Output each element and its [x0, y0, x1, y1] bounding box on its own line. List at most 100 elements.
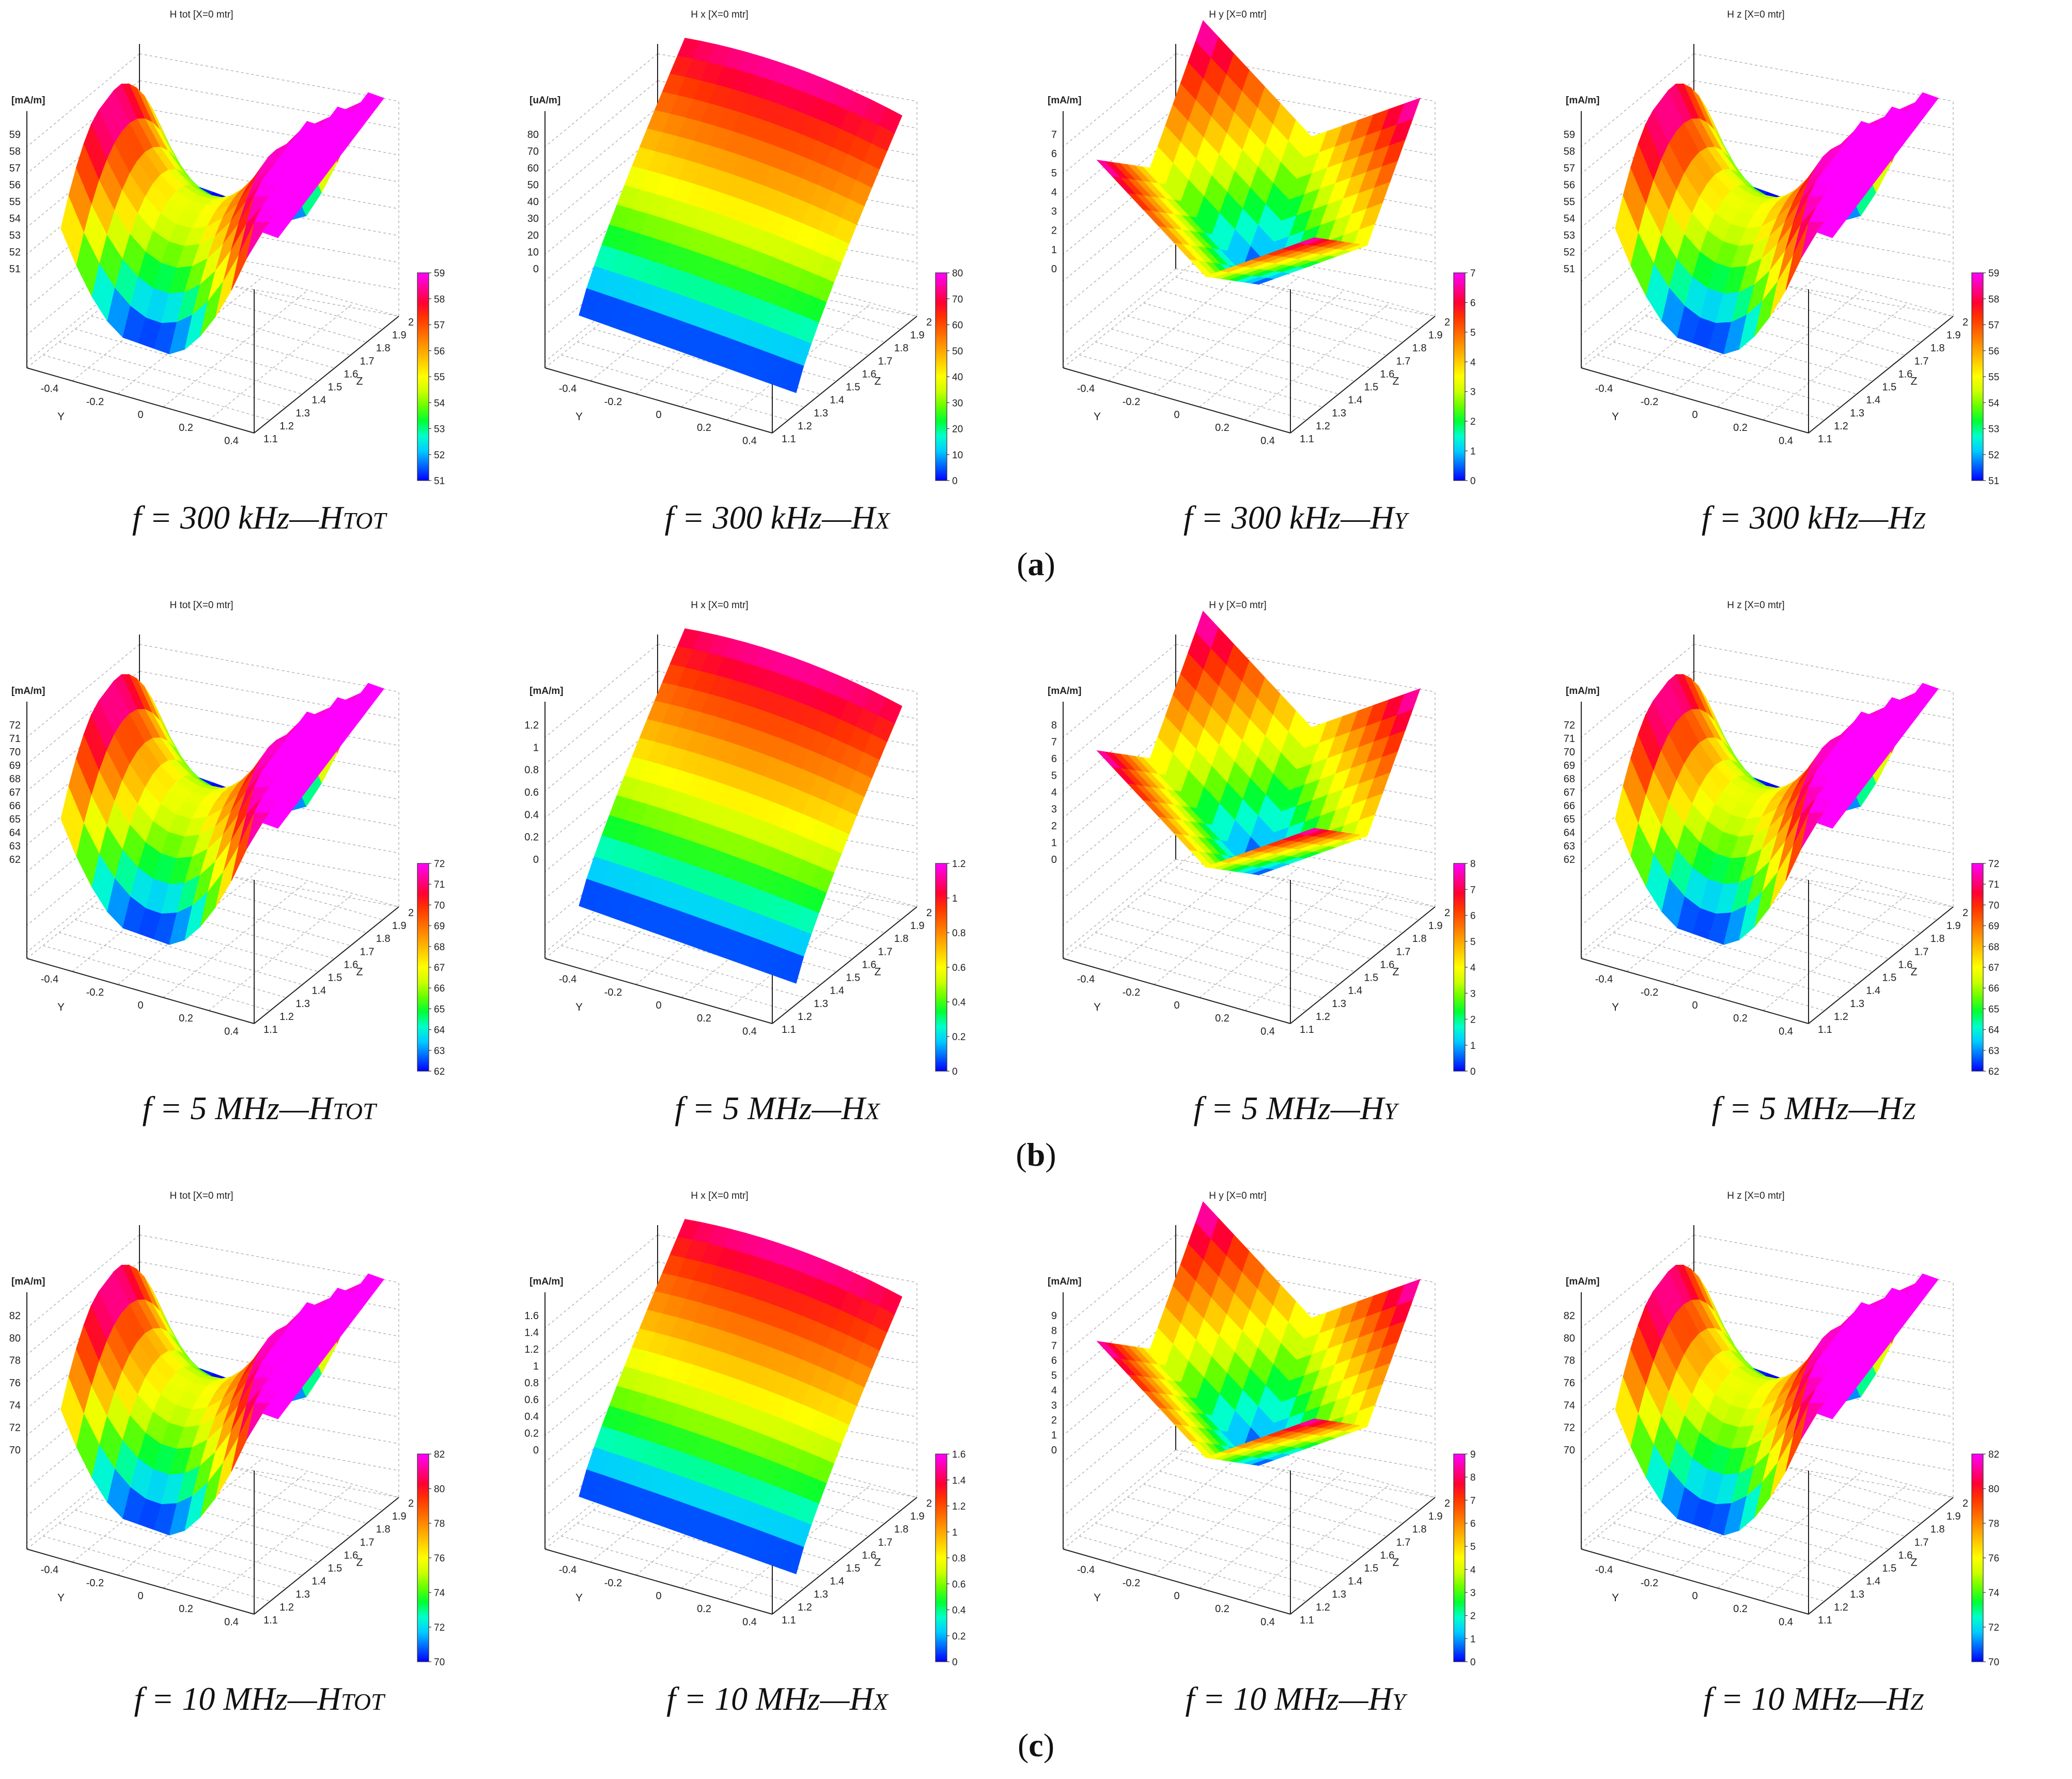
surface-plot-panel: H tot [X=0 mtr] [mA/m] 70 72 74 76 78 80 82 -0.4 -…: [0, 1181, 518, 1716]
panel-caption: f = 5 MHz—HY: [1036, 1089, 1554, 1127]
panel-caption: f = 300 kHz—HTOT: [0, 499, 518, 537]
colorbar-tick-label: 78: [434, 1519, 445, 1529]
row-label-open: (: [1017, 1727, 1029, 1763]
value-tick-label: 1.4: [524, 1327, 539, 1339]
colorbar-tick-label: 72: [1988, 859, 1999, 870]
z-axis-label: Z: [1393, 375, 1399, 387]
y-axis-label: Y: [575, 1001, 583, 1013]
colorbar-tick-label: 52: [434, 450, 445, 461]
colorbar-tick-label: 0: [952, 1657, 958, 1668]
y-tick-label: 0.4: [224, 435, 239, 446]
colorbar-tick-label: 7: [1470, 885, 1476, 895]
value-tick-label: 70: [9, 747, 21, 758]
colorbar: [1453, 863, 1466, 1072]
caption-text: f = 10 MHz—H: [134, 1680, 341, 1717]
colorbar-tick-label: 0.4: [952, 997, 966, 1008]
value-tick-label: 50: [527, 180, 539, 191]
surface-plot-panel: H tot [X=0 mtr] [mA/m] 51 52 53 54 55 56 57 58 59 -…: [0, 0, 518, 535]
z-tick-label: 1.1: [1818, 434, 1832, 445]
colorbar-tick-label: 71: [434, 879, 445, 890]
colorbar-tick-label: 66: [1988, 983, 1999, 994]
value-tick-label: 62: [1564, 854, 1575, 865]
value-tick-label: 6: [1051, 1355, 1057, 1367]
colorbar-tick-label: 52: [1988, 450, 1999, 461]
value-tick-label: 0.8: [524, 1378, 539, 1389]
z-tick-label: 1.8: [1412, 933, 1427, 945]
value-tick-label: 53: [1564, 230, 1575, 241]
z-tick-label: 2: [408, 1498, 414, 1509]
colorbar-tick-label: 80: [1988, 1484, 1999, 1495]
value-tick-label: 0.4: [524, 809, 539, 821]
value-tick-label: 51: [9, 264, 21, 275]
plot-title: H x [X=0 mtr]: [691, 1190, 748, 1201]
z-tick-label: 1.7: [360, 946, 375, 957]
row-label: (c): [0, 1726, 2072, 1765]
y-tick-label: 0: [1692, 1000, 1697, 1011]
y-axis-label: Y: [1094, 411, 1101, 423]
z-tick-label: 1.2: [1834, 1602, 1848, 1613]
unit-label: [mA/m]: [1048, 1276, 1081, 1287]
y-tick-label: 0.4: [1260, 435, 1275, 446]
y-tick-label: 0.4: [224, 1616, 239, 1628]
y-tick-label: -0.2: [1123, 987, 1140, 998]
z-tick-label: 1.1: [263, 1024, 278, 1035]
value-tick-label: 0.4: [524, 1411, 539, 1422]
z-tick-label: 1.9: [1946, 330, 1961, 341]
surface: [1615, 1264, 1939, 1536]
row-label-letter: a: [1027, 546, 1045, 582]
y-axis-label: Y: [57, 1001, 65, 1013]
z-tick-label: 2: [926, 1498, 932, 1509]
z-tick-label: 1.4: [830, 395, 844, 406]
z-tick-label: 1.6: [1898, 959, 1913, 970]
colorbar: [1453, 272, 1466, 481]
z-tick-label: 1.7: [878, 1537, 893, 1548]
value-tick-label: 8: [1051, 1325, 1057, 1337]
value-tick-label: 20: [527, 230, 539, 241]
value-tick-label: 6: [1051, 148, 1057, 160]
panel-caption: f = 5 MHz—HX: [518, 1089, 1036, 1127]
z-tick-label: 1.7: [1914, 355, 1929, 367]
caption-text: f = 300 kHz—H: [132, 499, 343, 536]
colorbar-tick-label: 2: [1470, 1015, 1476, 1026]
colorbar-tick-label: 30: [952, 398, 963, 409]
y-tick-label: 0: [1174, 1000, 1179, 1011]
z-tick-label: 2: [1444, 1498, 1450, 1509]
y-tick-label: 0.2: [697, 422, 711, 434]
value-tick-label: 58: [9, 146, 21, 158]
z-tick-label: 1.2: [279, 421, 294, 432]
colorbar-tick-label: 1.2: [952, 1502, 965, 1512]
y-tick-label: -0.4: [41, 1565, 58, 1576]
value-tick-label: 0.8: [524, 765, 539, 776]
y-axis-label: Y: [1094, 1001, 1101, 1013]
panel-caption: f = 5 MHz—HZ: [1554, 1089, 2072, 1127]
y-tick-label: -0.2: [604, 1577, 622, 1589]
colorbar-tick-label: 76: [1988, 1553, 1999, 1564]
z-tick-label: 1.9: [1428, 330, 1443, 341]
value-tick-label: 82: [1564, 1310, 1575, 1322]
value-tick-label: 1.2: [524, 1344, 539, 1355]
z-tick-label: 2: [408, 317, 414, 328]
z-tick-label: 1.4: [830, 985, 844, 997]
z-tick-label: 1.3: [814, 1589, 828, 1600]
value-tick-label: 0: [533, 1445, 539, 1456]
z-tick-label: 1.9: [392, 330, 407, 341]
colorbar-tick-label: 50: [952, 346, 963, 357]
value-tick-label: 74: [9, 1400, 21, 1411]
value-tick-label: 54: [9, 213, 21, 225]
value-tick-label: 69: [1564, 760, 1575, 771]
y-tick-label: 0.2: [697, 1013, 711, 1024]
value-tick-label: 52: [1564, 247, 1575, 258]
colorbar-tick-label: 70: [952, 294, 963, 305]
value-tick-label: 63: [9, 841, 21, 852]
y-axis-label: Y: [1094, 1592, 1101, 1604]
z-tick-label: 1.3: [295, 408, 310, 419]
z-tick-label: 1.5: [1364, 1563, 1378, 1574]
plot-title: H z [X=0 mtr]: [1727, 1190, 1784, 1201]
value-tick-label: 80: [9, 1333, 21, 1344]
z-tick-label: 1.2: [1834, 1011, 1848, 1023]
colorbar-tick-label: 60: [952, 320, 963, 331]
colorbar: [1971, 863, 1984, 1072]
value-tick-label: 80: [527, 129, 539, 141]
caption-text: f = 5 MHz—H: [1711, 1090, 1902, 1126]
y-tick-label: -0.4: [1595, 383, 1613, 395]
